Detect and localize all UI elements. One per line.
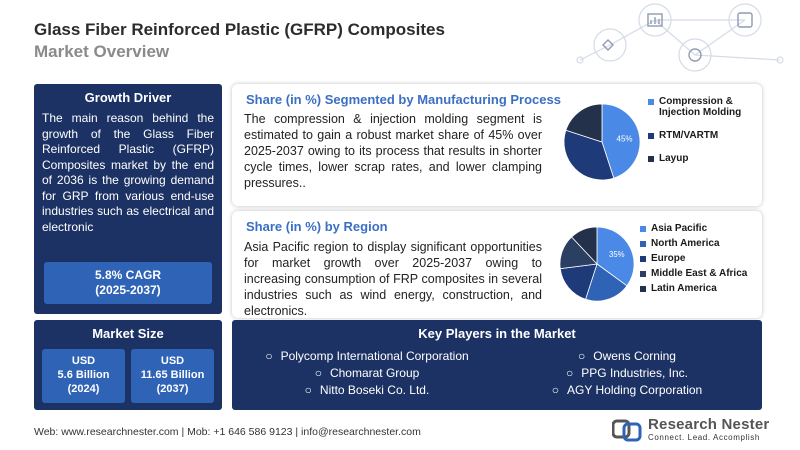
footer-contact: Web: www.researchnester.com | Mob: +1 64…	[34, 426, 421, 438]
legend-item: Europe	[640, 253, 760, 264]
circle-bullet-icon: ○	[566, 366, 574, 380]
key-player-name: Owens Corning	[593, 349, 676, 363]
key-players-panel: Key Players in the Market ○ Polycomp Inte…	[232, 320, 762, 410]
legend-label: Layup	[659, 153, 689, 164]
circle-bullet-icon: ○	[551, 383, 560, 397]
market-size-heading: Market Size	[92, 326, 164, 341]
key-player-name: AGY Holding Corporation	[567, 383, 703, 397]
page-subtitle: Market Overview	[34, 42, 170, 61]
region-share-text: Asia Pacific region to display significa…	[244, 240, 542, 318]
key-player-item: ○ Polycomp International Corporation	[242, 349, 492, 363]
market-size-box-2037: USD 11.65 Billion (2037)	[131, 349, 214, 403]
legend-swatch	[648, 156, 654, 162]
pie-slice	[585, 263, 628, 302]
legend-swatch	[640, 286, 646, 292]
pie-slice	[596, 226, 635, 287]
region-pie-chart: 35%	[559, 226, 635, 302]
legend-label: RTM/VARTM	[659, 130, 719, 141]
legend-item: Compression & Injection Molding	[648, 96, 760, 118]
legend-label: North America	[651, 238, 720, 249]
page-title: Glass Fiber Reinforced Plastic (GFRP) Co…	[34, 20, 445, 39]
legend-label: Middle East & Africa	[651, 268, 748, 279]
market-size-value: 5.6 Billion	[57, 369, 110, 381]
pie-slice	[571, 226, 598, 265]
market-size-panel: Market Size USD 5.6 Billion (2024) USD 1…	[34, 320, 222, 410]
pie-data-label: 35%	[609, 250, 625, 259]
circle-bullet-icon: ○	[578, 349, 586, 363]
legend-swatch	[648, 133, 654, 139]
circle-bullet-icon: ○	[265, 349, 273, 363]
logo-mark-icon	[612, 419, 642, 442]
cagr-value: 5.8% CAGR	[94, 268, 162, 282]
legend-swatch	[640, 256, 646, 262]
pie-data-label: 45%	[617, 134, 633, 143]
growth-driver-text: The main reason behind the growth of the…	[42, 111, 214, 234]
growth-driver-panel: Growth Driver The main reason behind the…	[34, 84, 222, 314]
legend-swatch	[640, 226, 646, 232]
key-player-name: PPG Industries, Inc.	[581, 366, 688, 380]
region-share-card: Share (in %) by Region Asia Pacific regi…	[232, 211, 762, 318]
legend-swatch	[640, 271, 646, 277]
market-size-value: 11.65 Billion	[140, 369, 205, 381]
pie-slice	[601, 103, 641, 179]
circle-bullet-icon: ○	[314, 366, 322, 380]
legend-item: Asia Pacific	[640, 223, 760, 234]
circle-bullet-icon: ○	[304, 383, 312, 397]
key-player-name: Polycomp International Corporation	[280, 349, 469, 363]
manufacturing-share-title: Share (in %) Segmented by Manufacturing …	[246, 92, 561, 107]
key-player-name: Nitto Boseki Co. Ltd.	[319, 383, 430, 397]
legend-label: Latin America	[651, 283, 717, 294]
manufacturing-share-text: The compression & injection molding segm…	[244, 112, 542, 190]
market-size-year: (2037)	[156, 383, 189, 395]
market-size-box-2024: USD 5.6 Billion (2024)	[42, 349, 125, 403]
market-size-currency: USD	[71, 355, 96, 367]
key-player-item: ○ AGY Holding Corporation	[502, 383, 752, 397]
manufacturing-share-card: Share (in %) Segmented by Manufacturing …	[232, 84, 762, 206]
key-player-item: ○ PPG Industries, Inc.	[502, 366, 752, 380]
region-legend: Asia Pacific North America Europe Middle…	[640, 223, 760, 298]
cagr-period: (2025-2037)	[95, 283, 161, 297]
logo-name: Research Nester	[648, 416, 770, 433]
key-player-item: ○ Chomarat Group	[242, 366, 492, 380]
pie-slice	[563, 129, 615, 181]
legend-item: RTM/VARTM	[648, 130, 760, 141]
growth-driver-heading: Growth Driver	[84, 90, 172, 105]
market-size-currency: USD	[160, 355, 185, 367]
legend-label: Europe	[651, 253, 686, 264]
decorative-network-icon	[576, 3, 784, 72]
key-player-name: Chomarat Group	[329, 366, 420, 380]
logo-tagline: Connect. Lead. Accomplish	[648, 433, 760, 442]
manufacturing-pie-chart: 45%	[563, 103, 641, 181]
key-player-item: ○ Owens Corning	[502, 349, 752, 363]
research-nester-logo: Research Nester Connect. Lead. Accomplis…	[612, 416, 772, 446]
legend-swatch	[640, 241, 646, 247]
market-size-year: (2024)	[67, 383, 100, 395]
legend-label: Compression & Injection Molding	[659, 96, 742, 118]
key-player-item: ○ Nitto Boseki Co. Ltd.	[242, 383, 492, 397]
legend-item: Latin America	[640, 283, 760, 294]
pie-slice	[565, 103, 603, 143]
cagr-badge: 5.8% CAGR (2025-2037)	[44, 262, 212, 304]
legend-label: Asia Pacific	[651, 223, 708, 234]
legend-item: Layup	[648, 153, 760, 164]
manufacturing-legend: Compression & Injection Molding RTM/VART…	[648, 96, 760, 168]
legend-item: North America	[640, 238, 760, 249]
legend-swatch	[648, 99, 654, 105]
key-players-heading: Key Players in the Market	[418, 326, 576, 341]
region-share-title: Share (in %) by Region	[246, 219, 388, 234]
pie-slice	[559, 263, 598, 300]
legend-item: Middle East & Africa	[640, 268, 760, 279]
